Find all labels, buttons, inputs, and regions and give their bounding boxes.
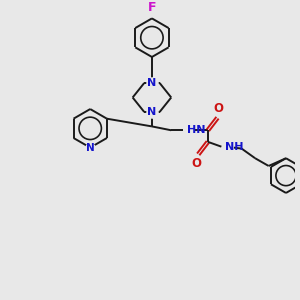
Text: N: N	[147, 78, 157, 88]
Text: N: N	[147, 107, 157, 117]
Text: HN: HN	[187, 125, 205, 135]
Text: N: N	[86, 142, 94, 153]
Text: F: F	[148, 1, 156, 13]
Text: O: O	[214, 102, 224, 115]
Text: NH: NH	[225, 142, 244, 152]
Text: O: O	[191, 157, 201, 170]
